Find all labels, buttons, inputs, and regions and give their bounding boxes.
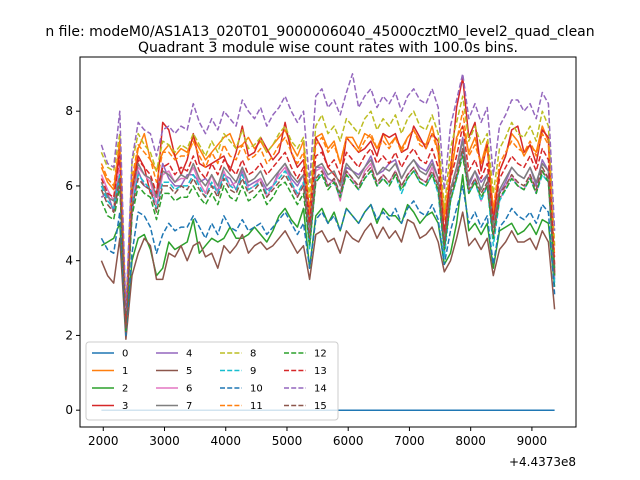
legend-label-15: 15 (314, 401, 327, 412)
x-tick-label: 8000 (455, 434, 486, 448)
series-line-13 (100, 125, 556, 325)
y-tick-label: 8 (65, 104, 73, 118)
legend-label-11: 11 (250, 401, 263, 412)
series-line-5 (100, 211, 556, 340)
plot-frame (79, 56, 577, 428)
legend-label-6: 6 (186, 384, 192, 395)
series-line-8 (100, 95, 556, 318)
x-tick-label: 7000 (394, 434, 425, 448)
legend-box (85, 341, 339, 421)
y-tick-label: 2 (65, 328, 73, 342)
series-line-4 (101, 136, 556, 329)
legend-label-3: 3 (122, 401, 128, 412)
series-line-7 (100, 140, 556, 325)
chart-title: Quadrant 3 module wise count rates with … (138, 40, 518, 56)
x-tick-label: 9000 (517, 434, 548, 448)
y-tick-label: 4 (65, 254, 73, 268)
legend-label-4: 4 (186, 349, 192, 360)
series-line-14 (100, 73, 556, 314)
legend-label-8: 8 (250, 349, 256, 360)
series-line-15 (100, 147, 556, 329)
series-layer (100, 73, 556, 411)
legend-label-10: 10 (250, 384, 263, 395)
legend-label-1: 1 (122, 366, 128, 377)
legend-label-0: 0 (122, 349, 128, 360)
series-line-11 (100, 110, 556, 322)
series-line-10 (100, 185, 556, 337)
legend-label-13: 13 (314, 366, 327, 377)
legend-label-14: 14 (314, 384, 327, 395)
axis-ticks: 2000 3000 4000 5000 6000 7000 8000 9000 0 2 4 6 8 (65, 104, 547, 448)
series-line-12 (100, 155, 556, 333)
x-tick-label: 6000 (333, 434, 364, 448)
figure-suptitle: n file: modeM0/AS1A13_020T01_9000006040_… (45, 24, 594, 40)
x-axis-offset-label: +4.4373e8 (509, 455, 576, 469)
y-tick-label: 6 (65, 179, 73, 193)
legend-label-12: 12 (314, 349, 327, 360)
legend-label-9: 9 (250, 366, 256, 377)
x-tick-label: 5000 (272, 434, 303, 448)
y-tick-label: 0 (65, 403, 73, 417)
x-tick-label: 3000 (149, 434, 180, 448)
x-tick-label: 4000 (210, 434, 241, 448)
x-tick-label: 2000 (88, 434, 119, 448)
legend-label-7: 7 (186, 401, 192, 412)
legend-label-2: 2 (122, 384, 128, 395)
legend-label-5: 5 (186, 366, 192, 377)
